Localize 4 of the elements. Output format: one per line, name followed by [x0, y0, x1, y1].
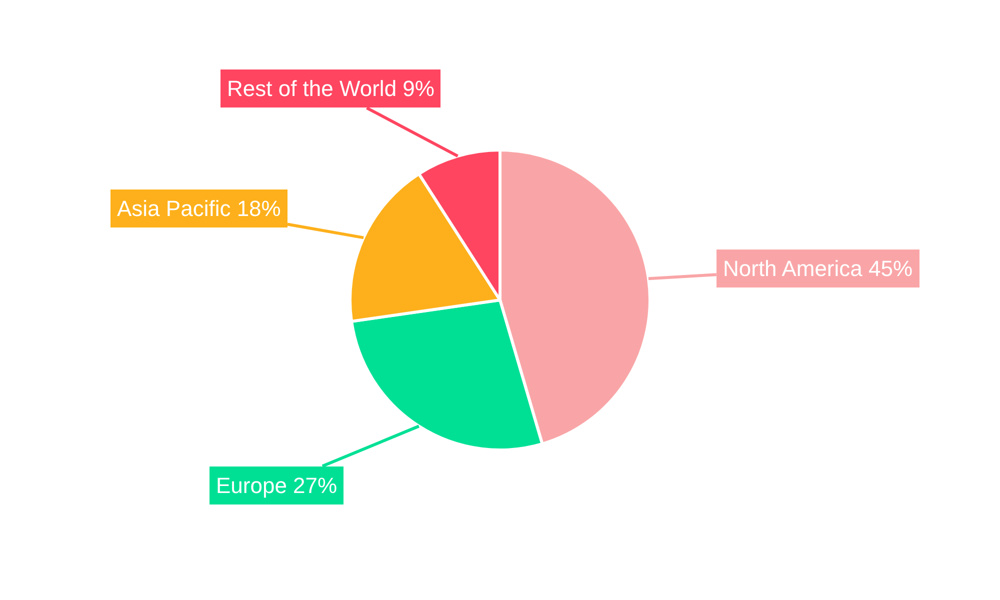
- slice-label: North America 45%: [723, 256, 913, 281]
- slice-label: Europe 27%: [216, 473, 338, 498]
- slice-label: Asia Pacific 18%: [117, 196, 281, 221]
- slice-label: Rest of the World 9%: [227, 76, 434, 101]
